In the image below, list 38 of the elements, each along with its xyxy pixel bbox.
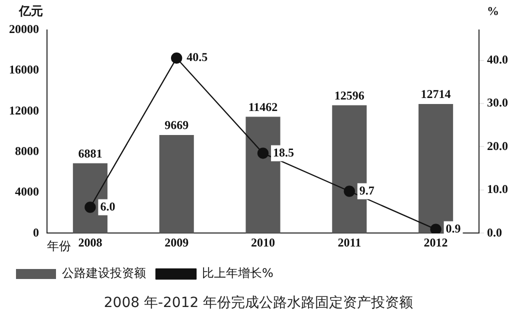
x-tick-label: 2012 — [424, 235, 448, 250]
data-label: 6881 — [78, 146, 102, 160]
y-tick-label: 12000 — [9, 103, 39, 118]
y2-tick-label: 20.0 — [487, 138, 508, 153]
legend-label: 比上年增长% — [202, 266, 274, 280]
y2-axis-title: % — [487, 4, 499, 18]
y-tick-label: 8000 — [15, 144, 39, 158]
point — [257, 148, 269, 159]
data-label: 11462 — [248, 100, 278, 114]
data-label: 9669 — [164, 118, 189, 132]
y-tick-label: 20000 — [9, 22, 39, 36]
bar — [159, 134, 194, 234]
y-tick-label: 4000 — [15, 184, 39, 199]
legend-label: 公路建设投资额 — [62, 266, 146, 280]
y2-tick-label: 0.0 — [487, 225, 502, 240]
y2-tick-label: 30.0 — [487, 96, 508, 110]
y-axis-title: 亿元 — [18, 4, 43, 18]
x-tick-label: 2008 — [78, 235, 102, 250]
x-tick-label: 2009 — [164, 235, 189, 250]
text: 2008 年-2012 年份完成公路水路固定资产投资额 — [102, 294, 414, 312]
point — [84, 202, 96, 213]
data-label: 12596 — [334, 88, 364, 102]
data-label: 40.5 — [186, 50, 208, 64]
data-label: 18.5 — [273, 145, 294, 160]
data-label: 0.9 — [446, 221, 461, 236]
y-tick-label: 0 — [33, 225, 39, 240]
y2-tick-label: 40.0 — [487, 52, 508, 66]
point — [344, 186, 355, 197]
data-label: 12714 — [420, 87, 451, 102]
x-axis-title: 年份 — [47, 238, 71, 253]
x-tick-label: 2010 — [251, 235, 275, 250]
y-tick-label: 16000 — [9, 62, 39, 77]
x-tick-label: 2011 — [338, 235, 362, 250]
point — [171, 52, 182, 64]
point — [430, 224, 442, 234]
data-label: 9.7 — [359, 183, 374, 198]
data-label: 6.0 — [100, 199, 116, 214]
y2-tick-label: 10.0 — [487, 182, 508, 196]
